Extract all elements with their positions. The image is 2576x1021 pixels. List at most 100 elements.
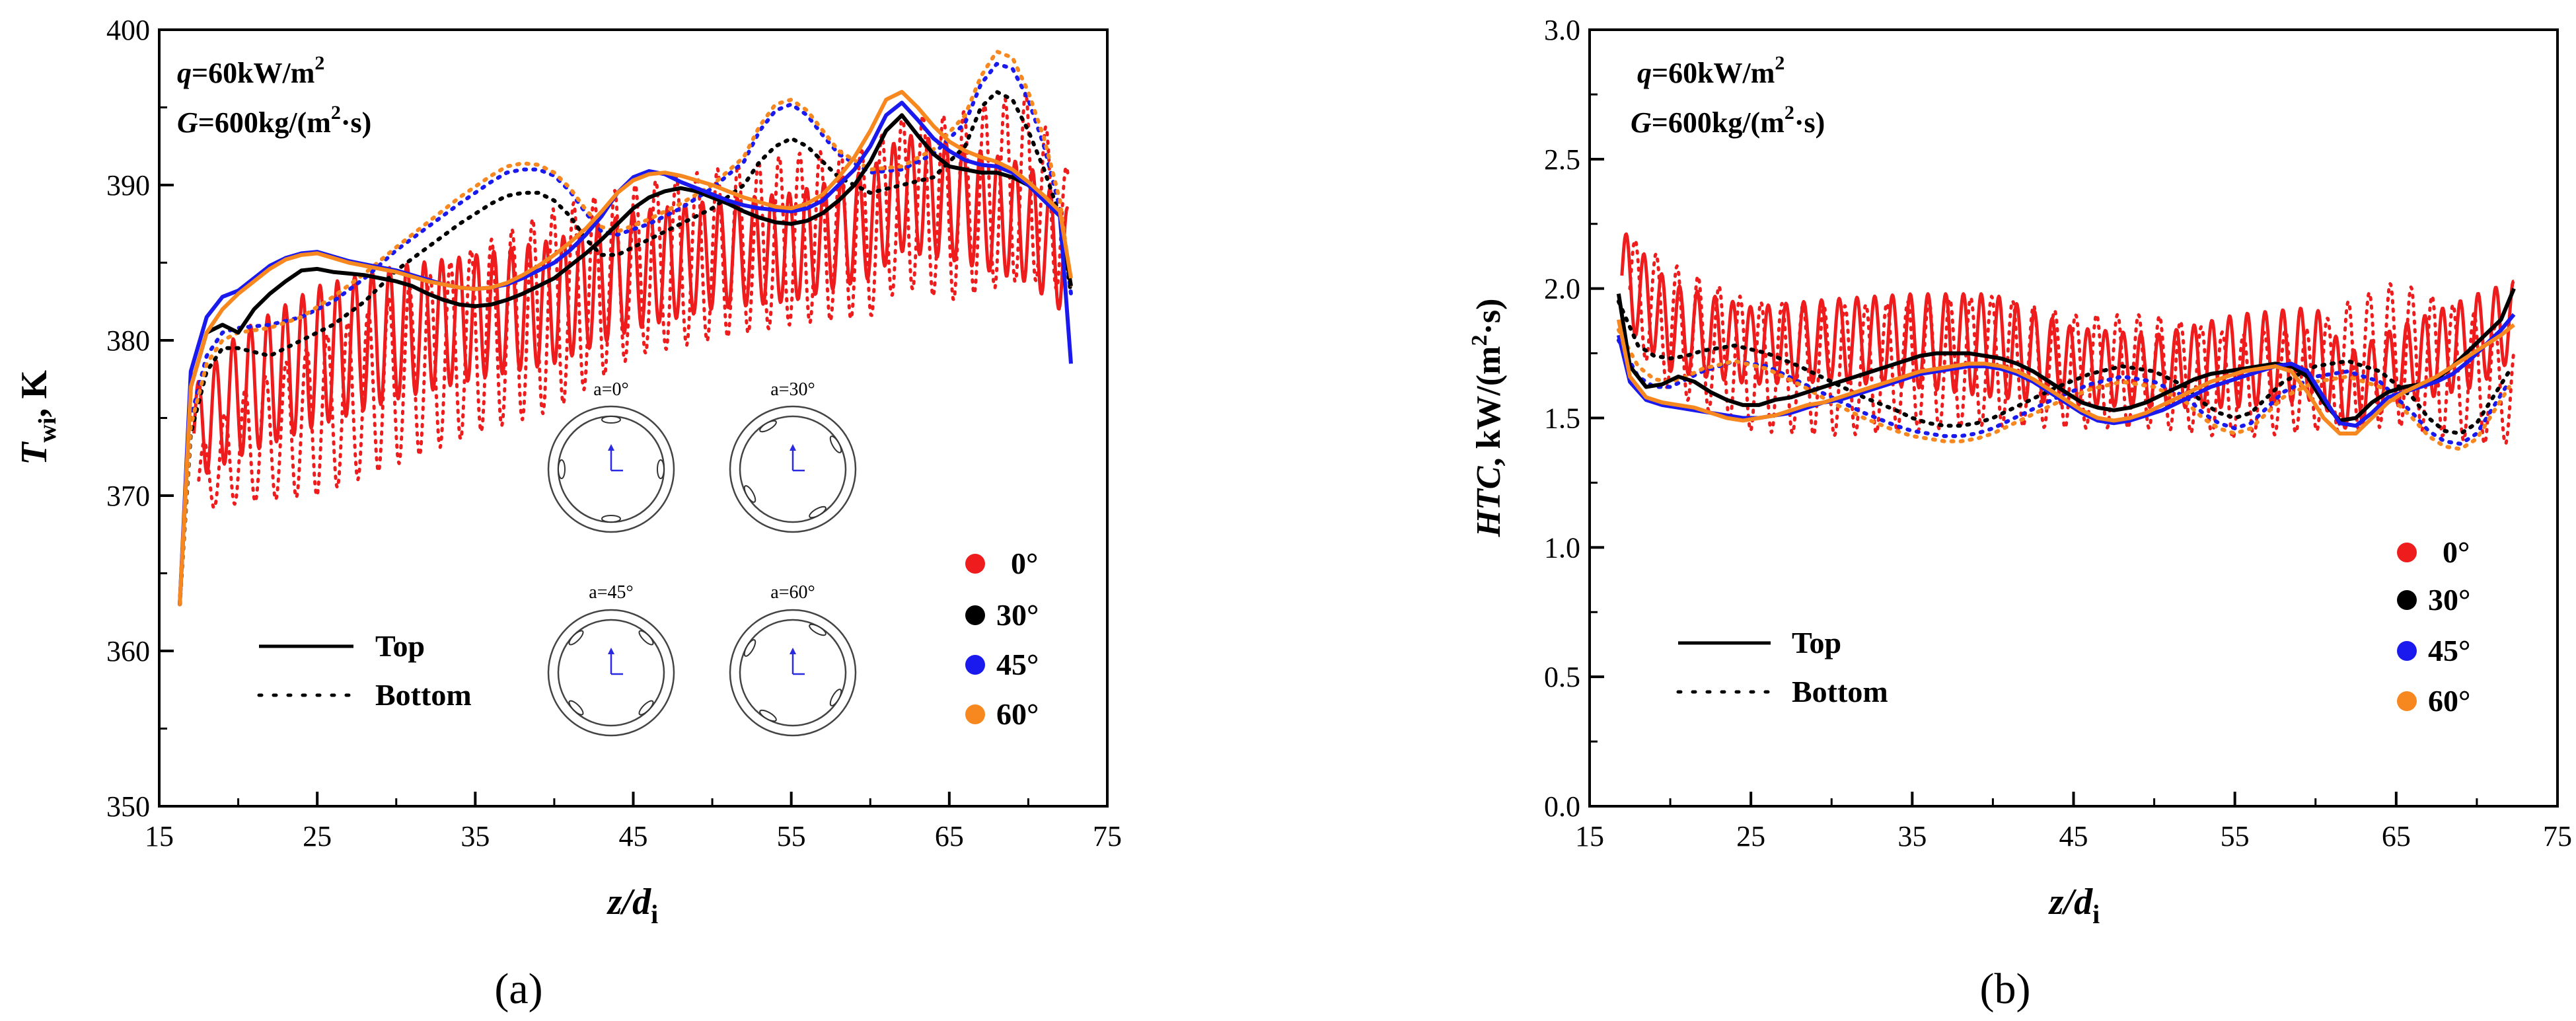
panel-b-x-axis-label: z/di (2048, 882, 2100, 929)
inset-label-0: a=0° (593, 379, 628, 400)
panel-a-series-60deg-top (178, 90, 1073, 605)
legend-label-bottom: Bottom (375, 678, 472, 712)
inset-cell-0: a=0° (547, 379, 675, 533)
panel-b-series (1616, 232, 2516, 451)
panel-a-heat-flux-annotation: q=60kW/m2 (177, 52, 324, 89)
panel-a-series-30deg-bottom (178, 90, 1073, 607)
legend-label-45deg: 45° (2428, 634, 2470, 667)
panel-a-series-30deg-top (178, 113, 1073, 605)
rib-section (568, 630, 584, 646)
panel-b-ticks: 15 25 35 45 55 65 75 0.0 0.5 1.0 1.5 2.0 2.5 3.0 (1544, 14, 2572, 852)
panel-b-x-tick-label: 55 (2221, 820, 2250, 852)
tube-outer-wall (729, 405, 857, 533)
panel-b-heat-flux-annotation: q=60kW/m2 (1637, 52, 1785, 89)
inset-cell-60: a=60° (729, 582, 857, 737)
rib-section (759, 709, 777, 722)
panel-b-series-60deg-top (1616, 319, 2515, 435)
legend-marker-30deg (2397, 590, 2417, 610)
panel-b-y-tick-label: 1.5 (1544, 402, 1580, 435)
rib-section (743, 639, 756, 657)
panel-b-y-tick-label: 1.0 (1544, 531, 1580, 564)
panel-b-x-tick-label: 65 (2382, 820, 2411, 852)
panel-a-inset: a=0° a=30° a=45° a=60° (547, 379, 857, 737)
panel-a-y-tick-label: 360 (106, 635, 150, 667)
legend-label-top: Top (1792, 626, 1841, 660)
panel-b-mass-flux-annotation: G=600kg/(m2·s) (1631, 102, 1825, 139)
legend-marker-45deg (2397, 641, 2417, 661)
panel-a-x-tick-label: 15 (145, 820, 174, 852)
axis-arrowhead-y (790, 444, 796, 451)
panel-b-x-tick-label: 15 (1575, 820, 1604, 852)
legend-marker-0deg (2397, 543, 2417, 562)
inset-cell-45: a=45° (547, 582, 675, 737)
panel-b-y-tick-label: 0.5 (1544, 661, 1580, 693)
legend-label-30deg: 30° (2428, 583, 2470, 617)
axis-arrowhead-y (790, 648, 796, 654)
panel-a-angle-legend: 0° 30° 45° 60° (965, 547, 1039, 731)
legend-label-0deg: 0° (1011, 547, 1038, 580)
panel-b-series-60deg-bottom (1616, 328, 2511, 451)
panel-a-x-axis-label: z/di (607, 882, 658, 929)
rib-section (809, 623, 827, 636)
tube-inner-wall (557, 619, 665, 727)
tube-outer-wall (729, 609, 857, 737)
legend-marker-0deg (965, 554, 985, 574)
legend-label-45deg: 45° (996, 648, 1039, 681)
panel-b-x-tick-label: 25 (1736, 820, 1765, 852)
panel-a-series-0deg-top (192, 133, 1070, 475)
panel-b-y-tick-label: 2.5 (1544, 143, 1580, 176)
inset-cell-30: a=30° (729, 379, 857, 533)
legend-marker-45deg (965, 655, 985, 675)
panel-a-mass-flux-annotation: G=600kg/(m2·s) (177, 102, 371, 139)
panel-a-series-45deg-bottom (178, 61, 1073, 607)
panel-a-x-tick-label: 65 (935, 820, 964, 852)
panel-a-series-60deg-bottom (178, 49, 1073, 607)
legend-label-60deg: 60° (2428, 684, 2470, 718)
rib-section (638, 630, 654, 646)
panel-a-label: (a) (494, 965, 542, 1013)
panel-b-y-axis-label: HTC, kW/(m2·s) (1467, 299, 1508, 538)
panel-a-x-tick-label: 55 (777, 820, 806, 852)
panel-b-x-tick-label: 35 (1897, 820, 1927, 852)
rib-section (829, 689, 842, 706)
panel-a-ticks: 15 25 35 45 55 65 75 350 360 370 380 390 400 (106, 14, 1122, 852)
panel-a-x-tick-label: 35 (460, 820, 490, 852)
panel-a-y-tick-label: 350 (106, 790, 150, 823)
panel-a-y-axis-label: Twi, K (14, 370, 61, 465)
panel-a-x-tick-label: 45 (619, 820, 648, 852)
panel-b: 15 25 35 45 55 65 75 0.0 0.5 1.0 1.5 2.0 2.5 3.0 q=60… (1467, 14, 2572, 1013)
panel-a-style-legend: Top Bottom (257, 629, 472, 712)
rib-section (759, 420, 777, 433)
panel-b-angle-legend: 0° 30° 45° 60° (2397, 535, 2470, 718)
rib-section (601, 515, 621, 523)
tube-outer-wall (547, 405, 675, 533)
tube-outer-wall (547, 609, 675, 737)
panel-a: a=0° a=30° a=45° a=60° 15 25 35 45 55 65 75 350… (14, 14, 1122, 1013)
rib-section (743, 485, 756, 503)
panel-b-x-tick-label: 75 (2543, 820, 2572, 852)
rib-section (601, 416, 621, 424)
panel-a-x-tick-label: 25 (303, 820, 332, 852)
rib-section (568, 700, 584, 716)
legend-marker-60deg (2397, 691, 2417, 711)
inset-label-30: a=30° (770, 379, 815, 400)
panel-a-series (178, 49, 1073, 607)
rib-section (809, 506, 827, 519)
axis-arrowhead-y (608, 648, 614, 654)
tube-inner-wall (739, 619, 847, 727)
panel-a-y-tick-label: 400 (106, 14, 150, 46)
legend-label-30deg: 30° (996, 598, 1039, 632)
panel-b-label: (b) (1980, 965, 2031, 1013)
panel-a-y-tick-label: 380 (106, 324, 150, 357)
axis-arrowhead-y (608, 444, 614, 451)
legend-label-bottom: Bottom (1792, 675, 1888, 708)
panel-a-y-tick-label: 370 (106, 480, 150, 512)
legend-marker-60deg (965, 704, 985, 724)
panel-b-y-tick-label: 2.0 (1544, 273, 1580, 305)
rib-section (558, 459, 566, 479)
legend-label-60deg: 60° (996, 697, 1039, 731)
tube-inner-wall (739, 415, 847, 523)
inset-label-45: a=45° (589, 582, 633, 603)
legend-label-top: Top (375, 629, 425, 663)
